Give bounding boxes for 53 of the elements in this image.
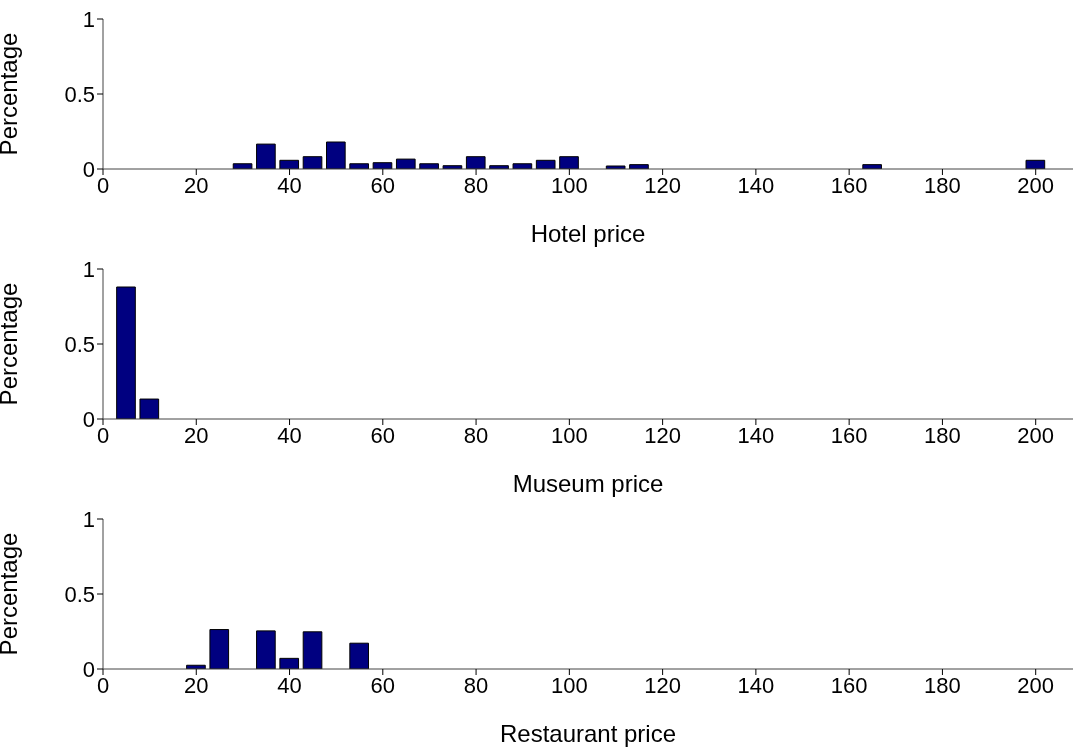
x-tick-label: 60 bbox=[370, 672, 396, 698]
x-tick-label: 60 bbox=[370, 422, 396, 448]
x-tick-label: 100 bbox=[550, 172, 588, 198]
x-tick-label: 180 bbox=[924, 172, 961, 198]
y-axis-title: Percentage bbox=[0, 282, 22, 406]
x-tick-label: 60 bbox=[370, 172, 396, 198]
bar bbox=[326, 141, 346, 169]
bar bbox=[209, 629, 230, 669]
x-tick-label: 40 bbox=[277, 672, 302, 698]
bar bbox=[395, 158, 416, 169]
x-tick-label: 120 bbox=[644, 172, 681, 198]
y-tick-label: 0.5 bbox=[64, 581, 95, 607]
x-tick-label: 160 bbox=[830, 422, 868, 448]
y-tick-label: 0 bbox=[82, 656, 95, 682]
x-tick-label: 140 bbox=[737, 422, 775, 448]
x-tick-label: 20 bbox=[184, 172, 209, 198]
x-tick-label: 100 bbox=[550, 672, 588, 698]
x-tick-label: 80 bbox=[463, 422, 489, 448]
y-axis-title: Percentage bbox=[0, 32, 22, 156]
x-tick-label: 40 bbox=[277, 422, 302, 448]
y-tick-label: 0.5 bbox=[64, 81, 95, 107]
x-tick-label: 100 bbox=[550, 422, 588, 448]
y-tick-label: 1 bbox=[82, 6, 95, 32]
x-tick-label: 20 bbox=[184, 672, 209, 698]
x-tick-label: 200 bbox=[1017, 422, 1055, 448]
x-tick-label: 140 bbox=[737, 172, 775, 198]
x-tick-label: 80 bbox=[463, 672, 489, 698]
x-axis-title: Museum price bbox=[512, 470, 664, 497]
x-axis-title: Restaurant price bbox=[499, 720, 677, 747]
x-tick-label: 20 bbox=[184, 422, 209, 448]
x-axis-title: Hotel price bbox=[530, 220, 646, 247]
bar bbox=[349, 642, 369, 669]
x-tick-label: 200 bbox=[1017, 672, 1055, 698]
x-tick-label: 40 bbox=[277, 172, 302, 198]
y-tick-label: 0 bbox=[82, 406, 95, 432]
x-tick-label: 120 bbox=[644, 672, 681, 698]
bar bbox=[302, 631, 323, 669]
x-tick-label: 200 bbox=[1017, 172, 1055, 198]
x-tick-label: 180 bbox=[924, 672, 961, 698]
x-tick-label: 160 bbox=[830, 172, 868, 198]
x-tick-label: 140 bbox=[737, 672, 775, 698]
y-tick-label: 1 bbox=[82, 256, 95, 282]
bar bbox=[256, 630, 276, 669]
y-tick-label: 0 bbox=[82, 156, 95, 182]
x-tick-label: 80 bbox=[463, 172, 489, 198]
bar bbox=[256, 143, 276, 169]
y-tick-label: 1 bbox=[82, 506, 95, 532]
x-tick-label: 120 bbox=[644, 422, 681, 448]
y-axis-title: Percentage bbox=[0, 532, 22, 656]
x-tick-label: 180 bbox=[924, 422, 961, 448]
y-tick-label: 0.5 bbox=[64, 331, 95, 357]
bar bbox=[302, 156, 323, 169]
x-tick-label: 160 bbox=[830, 672, 868, 698]
